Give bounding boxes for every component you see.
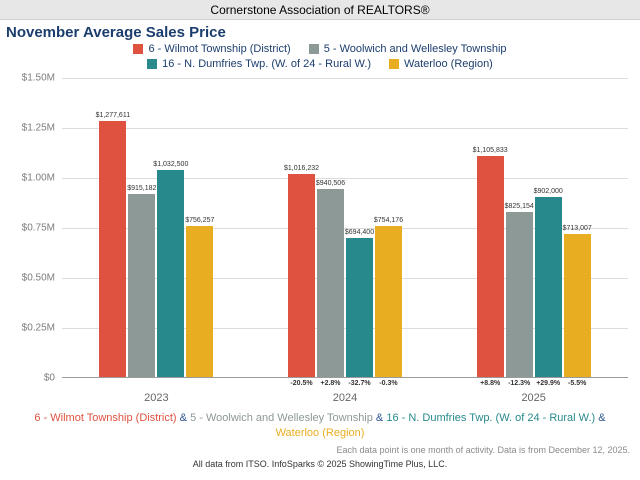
org-banner: Cornerstone Association of REALTORS® [0,0,640,20]
bar[interactable]: $1,277,611 [96,112,130,377]
series-separator: & [372,412,387,424]
legend-label: 5 - Woolwich and Wellesley Township [323,43,507,55]
legend-label: Waterloo (Region) [404,58,493,70]
bar[interactable]: $694,400 -32.7% [345,229,374,387]
bar[interactable]: $1,032,500 [153,161,188,377]
pct-change-label: -32.7% [348,380,371,387]
pct-change-label: -5.5% [568,380,587,387]
legend-swatch [308,44,319,54]
legend: 6 - Wilmot Township (District) 5 - Woolwi… [70,43,570,70]
legend-item-0[interactable]: 6 - Wilmot Township (District) [133,43,291,55]
legend-label: 16 - N. Dumfries Twp. (W. of 24 - Rural … [162,58,371,70]
x-axis-label-2025: 2025 [521,392,546,404]
legend-swatch [147,59,158,69]
y-tick-label: $0.75M [21,222,55,234]
bar-value-label: $756,257 [185,217,215,224]
bar-value-label: $694,400 [344,229,375,236]
bar-value-label: $1,016,232 [283,165,320,172]
y-tick-label: $1.00M [21,172,55,184]
bar-chart: $1.50M $1.25M $1.00M $0.75M $0.50M $0.25M $0 $… [22,73,628,387]
series-separator: & [595,412,606,424]
bar-value-label: $713,007 [562,225,592,232]
series-separator: & [176,412,191,424]
page-title: November Average Sales Price [6,24,226,41]
legend-item-3[interactable]: Waterloo (Region) [389,58,493,70]
legend-label: 6 - Wilmot Township (District) [148,43,291,55]
series-name-1: 5 - Woolwich and Wellesley Township [190,412,373,424]
bar-group-2023: $1,277,611 $915,182 $1,032,500 $756,257 [62,78,251,377]
bar[interactable]: $1,016,232 -20.5% [284,165,319,387]
bar[interactable]: $915,182 [127,185,156,377]
pct-change-label: -20.5% [290,380,313,387]
x-axis-labels: 2023 2024 2025 [62,392,628,404]
bar[interactable]: $1,105,833 +8.8% [473,147,508,387]
bar-value-label: $1,032,500 [153,161,189,168]
bar-value-label: $915,182 [127,185,157,192]
series-name-2: 16 - N. Dumfries Twp. (W. of 24 - Rural … [386,412,596,424]
bar[interactable]: $825,154 -12.3% [505,203,534,387]
pct-change-label: -0.3% [379,380,398,387]
bar[interactable]: $756,257 [185,217,214,377]
pct-change-label: -12.3% [508,380,531,387]
y-tick-label: $1.50M [21,72,55,84]
series-name-0: 6 - Wilmot Township (District) [34,412,177,424]
pct-change-label: +29.9% [536,380,561,387]
legend-swatch [389,59,399,69]
y-tick-label: $0.50M [21,272,55,284]
y-tick-label: $0 [43,372,55,384]
bar-value-label: $754,176 [373,217,404,224]
bottom-series-line: 6 - Wilmot Township (District) & 5 - Woo… [0,411,640,441]
y-tick-label: $0.25M [21,322,55,334]
bar[interactable]: $902,000 +29.9% [534,188,563,387]
bar[interactable]: $940,506 +2.8% [316,180,345,387]
activity-note: Each data point is one month of activity… [336,444,630,455]
x-axis-label-2023: 2023 [144,392,169,404]
bar[interactable]: $713,007 -5.5% [563,225,592,387]
legend-item-1[interactable]: 5 - Woolwich and Wellesley Township [308,43,507,55]
bar-group-2024: $1,016,232 -20.5% $940,506 +2.8% $694,400 -32… [251,78,440,387]
bar-group-2025: $1,105,833 +8.8% $825,154 -12.3% $902,000 +29… [439,78,628,387]
source-footer: All data from ITSO. InfoSparks © 2025 Sh… [192,458,448,469]
legend-item-2[interactable]: 16 - N. Dumfries Twp. (W. of 24 - Rural … [147,58,371,70]
bar-value-label: $940,506 [315,180,346,187]
bar-value-label: $1,105,833 [472,147,508,154]
y-tick-label: $1.25M [21,122,55,134]
bar[interactable]: $754,176 -0.3% [374,217,403,387]
x-axis-label-2024: 2024 [332,392,358,404]
pct-change-label: +8.8% [480,380,501,387]
legend-swatch [133,44,144,54]
bar-value-label: $902,000 [533,188,563,195]
bar-value-label: $825,154 [504,203,534,210]
bar-value-label: $1,277,611 [95,112,131,119]
series-name-3: Waterloo (Region) [275,426,365,439]
pct-change-label: +2.8% [320,380,341,387]
